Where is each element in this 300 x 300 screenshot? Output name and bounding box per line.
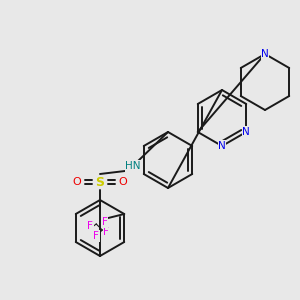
Text: N: N [218, 141, 226, 151]
Text: F: F [103, 227, 109, 237]
Text: O: O [73, 177, 81, 187]
Text: HN: HN [125, 161, 141, 171]
Text: S: S [95, 176, 104, 188]
Text: O: O [118, 177, 127, 187]
Text: F: F [93, 231, 99, 241]
Text: N: N [261, 49, 269, 59]
Text: F: F [87, 221, 93, 231]
Text: F: F [102, 217, 108, 227]
Text: N: N [242, 127, 250, 137]
